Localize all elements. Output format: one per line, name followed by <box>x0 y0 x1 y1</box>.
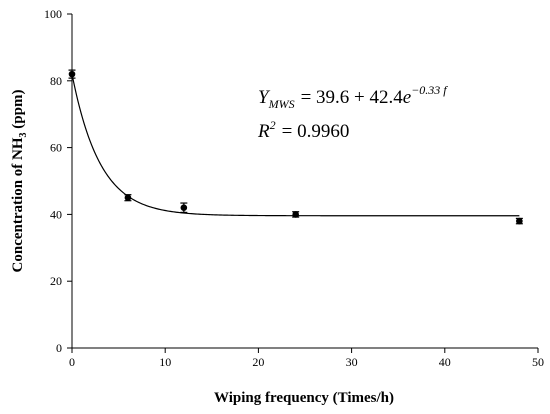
data-point <box>180 204 188 212</box>
x-axis-title: Wiping frequency (Times/h) <box>214 390 394 406</box>
data-point <box>292 211 299 218</box>
x-tick-label: 50 <box>532 355 544 369</box>
fit-equation-exp-base: e <box>403 87 411 108</box>
y-axis-title-unit: (ppm) <box>10 90 26 133</box>
fit-equation-rhs: = 39.6 + 42.4 <box>301 87 404 108</box>
r-squared-rhs: = 0.9960 <box>282 121 350 142</box>
x-tick-label: 0 <box>69 355 75 369</box>
fit-equation-y-subscript: MWS <box>268 97 295 111</box>
y-tick-label: 20 <box>50 274 62 288</box>
x-tick-label: 30 <box>346 355 358 369</box>
y-tick-label: 0 <box>56 341 62 355</box>
data-points-layer <box>68 69 523 225</box>
data-point <box>124 194 132 201</box>
data-point <box>516 217 523 225</box>
y-axis-title-main: Concentration of NH <box>10 137 26 272</box>
fit-equation-exp-power: −0.33 f <box>411 83 448 97</box>
y-tick-label: 40 <box>50 207 62 221</box>
y-axis-title-subscript: 3 <box>18 132 29 137</box>
x-tick-label: 20 <box>252 355 264 369</box>
y-axis-title: Concentration of NH3 (ppm) <box>10 90 29 273</box>
r-squared-sup: 2 <box>270 118 276 132</box>
y-tick-label: 60 <box>50 141 62 155</box>
fit-curve-layer <box>71 73 520 217</box>
fit-equation-y: Y <box>258 87 271 108</box>
x-tick-label: 40 <box>439 355 451 369</box>
r-squared: R2 = 0.9960 <box>257 118 349 142</box>
data-point <box>68 70 76 78</box>
tick-labels-layer: 0 10 20 30 40 50 0 20 40 60 80 100 <box>44 7 544 369</box>
r-squared-symbol: R <box>257 121 270 142</box>
fit-curve <box>71 73 520 217</box>
x-tick-label: 10 <box>159 355 171 369</box>
y-tick-label: 80 <box>50 74 62 88</box>
fit-equation: YMWS = 39.6 + 42.4e−0.33 f <box>258 83 448 111</box>
axes <box>67 13 539 353</box>
y-tick-label: 100 <box>44 7 62 21</box>
